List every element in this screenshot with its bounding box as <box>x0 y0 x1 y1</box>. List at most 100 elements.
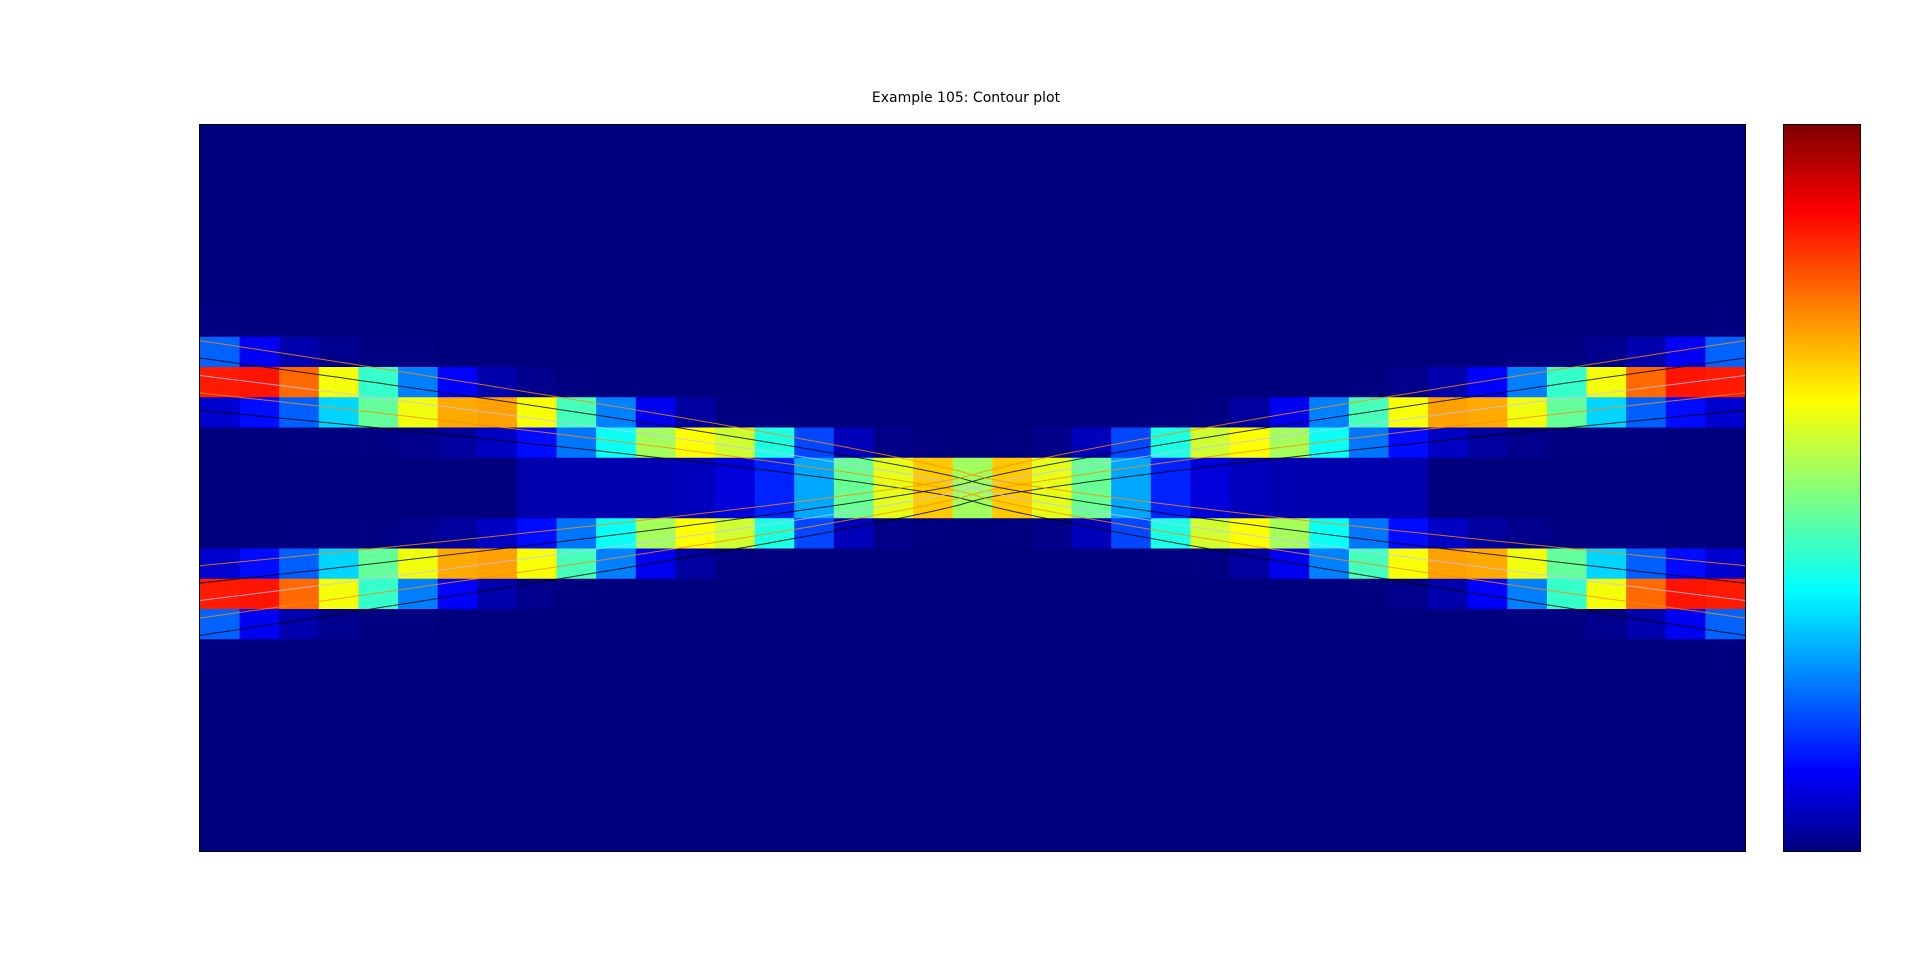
heatmap-cell <box>398 609 439 640</box>
heatmap-cell <box>1428 790 1469 822</box>
heatmap-cell <box>1230 306 1271 338</box>
heatmap-cell <box>1428 367 1469 398</box>
heatmap-cell <box>1269 730 1310 761</box>
heatmap-cell <box>1546 427 1588 459</box>
heatmap-cell <box>556 578 597 610</box>
heatmap-cell <box>1190 427 1231 459</box>
heatmap-cell <box>992 578 1033 610</box>
heatmap-cell <box>358 367 399 398</box>
heatmap-cell <box>1190 760 1231 792</box>
heatmap-cell <box>279 730 320 761</box>
heatmap-cell <box>398 155 439 187</box>
heatmap-cell <box>596 185 637 217</box>
heatmap-cell <box>1507 578 1548 610</box>
heatmap-cell <box>635 488 676 519</box>
heatmap-cell <box>1190 609 1231 640</box>
heatmap-cell <box>1586 820 1627 851</box>
heatmap-cell <box>754 306 795 338</box>
heatmap-cell <box>596 457 637 489</box>
heatmap-cell <box>754 699 795 731</box>
heatmap-cell <box>1111 760 1152 792</box>
heatmap-cell <box>279 155 320 187</box>
heatmap-cell <box>992 397 1033 429</box>
heatmap-cell <box>1031 699 1073 731</box>
heatmap-cell <box>516 669 558 701</box>
heatmap-cell <box>1111 488 1152 519</box>
heatmap-cell <box>1269 276 1310 308</box>
heatmap-cell <box>279 125 320 156</box>
heatmap-cell <box>239 518 280 550</box>
heatmap-cell <box>873 155 914 187</box>
heatmap-cell <box>358 306 399 338</box>
heatmap-cell <box>913 639 954 671</box>
heatmap-cell <box>952 125 993 156</box>
heatmap-cell <box>992 820 1033 851</box>
heatmap-cell <box>675 760 716 792</box>
heatmap-cell <box>1546 155 1588 187</box>
heatmap-cell <box>398 397 439 429</box>
heatmap-cell <box>318 790 360 822</box>
heatmap-cell <box>754 790 795 822</box>
heatmap-cell <box>358 155 399 187</box>
heatmap-cell <box>1388 367 1429 398</box>
heatmap-cell <box>200 488 241 519</box>
heatmap-cell <box>873 730 914 761</box>
heatmap-cell <box>1190 306 1231 338</box>
heatmap-cell <box>635 548 676 580</box>
heatmap-cell <box>200 367 241 398</box>
heatmap-cell <box>1388 125 1429 156</box>
heatmap-cell <box>794 155 835 187</box>
heatmap-cell <box>1348 276 1390 308</box>
heatmap-cell <box>1071 639 1112 671</box>
heatmap-cell <box>754 609 795 640</box>
heatmap-cell <box>1586 215 1627 247</box>
heatmap-cell <box>1705 185 1745 217</box>
heatmap-cell <box>1626 548 1667 580</box>
heatmap-cell <box>1309 790 1350 822</box>
heatmap-cell <box>715 699 756 731</box>
heatmap-cell <box>1150 669 1191 701</box>
heatmap-cell <box>794 185 835 217</box>
heatmap-cell <box>239 730 280 761</box>
heatmap-cell <box>1269 820 1310 851</box>
heatmap-cell <box>1705 790 1745 822</box>
heatmap-cell <box>833 699 875 731</box>
heatmap-cell <box>1111 215 1152 247</box>
heatmap-cell <box>1428 336 1469 368</box>
heatmap-cell <box>1190 730 1231 761</box>
heatmap-cell <box>913 760 954 792</box>
heatmap-cell <box>1388 246 1429 277</box>
heatmap-cell <box>1665 215 1706 247</box>
heatmap-cell <box>1546 578 1588 610</box>
heatmap-cell <box>556 760 597 792</box>
heatmap-cell <box>1626 336 1667 368</box>
heatmap-cell <box>239 457 280 489</box>
heatmap-cell <box>1626 790 1667 822</box>
heatmap-cell <box>1388 609 1429 640</box>
heatmap-cell <box>992 548 1033 580</box>
heatmap-cell <box>318 820 360 851</box>
heatmap-cell <box>833 609 875 640</box>
heatmap-cell <box>1428 215 1469 247</box>
heatmap-cell <box>1309 578 1350 610</box>
heatmap-cell <box>715 820 756 851</box>
heatmap-cell <box>1190 578 1231 610</box>
heatmap-cell <box>239 215 280 247</box>
heatmap-cell <box>477 306 518 338</box>
heatmap-cell <box>1665 246 1706 277</box>
heatmap-cell <box>477 336 518 368</box>
heatmap-cell <box>635 276 676 308</box>
heatmap-cell <box>952 669 993 701</box>
heatmap-cell <box>1269 246 1310 277</box>
heatmap-cell <box>754 397 795 429</box>
heatmap-cell <box>437 609 478 640</box>
heatmap-cell <box>1190 669 1231 701</box>
heatmap-cell <box>715 185 756 217</box>
heatmap-cell <box>1546 336 1588 368</box>
heatmap-cell <box>358 457 399 489</box>
heatmap-cell <box>1428 488 1469 519</box>
heatmap-cell <box>556 457 597 489</box>
heatmap-cell <box>952 639 993 671</box>
heatmap-cell <box>952 609 993 640</box>
heatmap-cell <box>1507 155 1548 187</box>
